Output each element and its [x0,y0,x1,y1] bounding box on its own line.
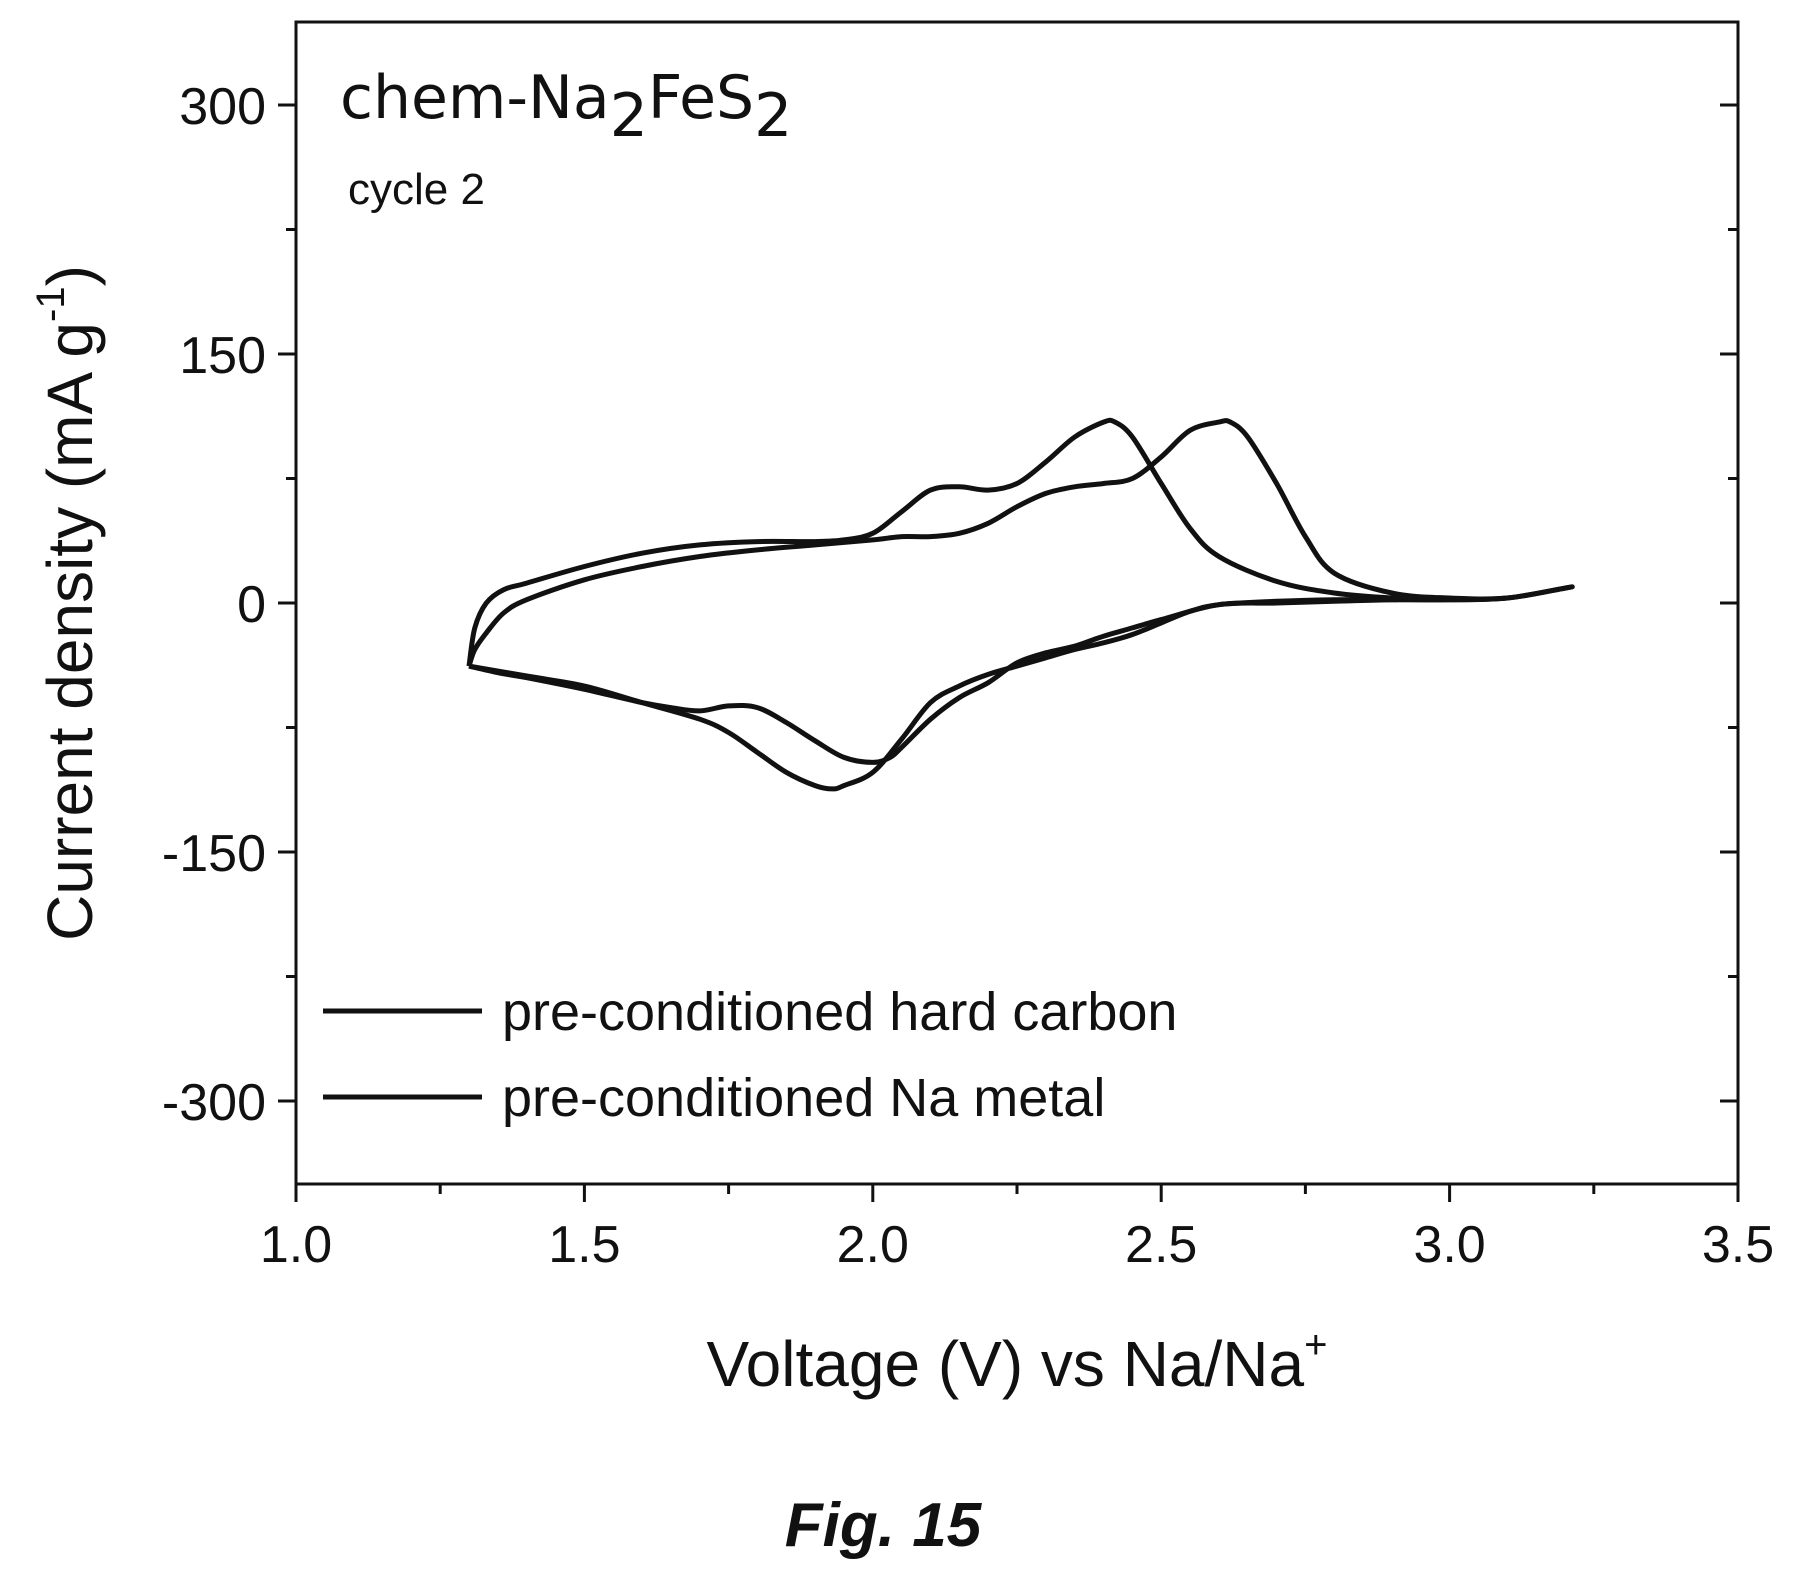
axis-tick-labels: 1.0 1.5 2.0 2.5 3.0 3.5 -300 -150 0 150 300 [162,78,1774,1274]
x-axis-title: Voltage (V) vs Na/Na+ [707,1323,1328,1400]
x-tick-label: 3.5 [1702,1216,1774,1274]
y-tick-label: 150 [179,327,266,385]
series-line-na-metal [466,418,1575,792]
legend: pre-conditioned hard carbon pre-conditio… [323,982,1177,1128]
legend-label-na-metal: pre-conditioned Na metal [502,1068,1105,1128]
x-tick-label: 1.0 [260,1216,332,1274]
cv-curves [466,417,1575,792]
y-tick-label: 0 [237,576,266,634]
series-line-hard-carbon [466,417,1575,765]
y-tick-label: 300 [179,78,266,136]
legend-label-hard-carbon: pre-conditioned hard carbon [502,982,1177,1042]
axis-ticks [278,103,1740,1202]
chart-subtitle: cycle 2 [348,165,485,214]
x-tick-label: 1.5 [548,1216,620,1274]
figure-caption: Fig. 15 [785,1491,983,1560]
y-axis-title: Current density (mA g-1) [29,265,106,941]
x-tick-label: 3.0 [1413,1216,1485,1274]
y-tick-label: -300 [162,1074,266,1132]
x-tick-label: 2.0 [837,1216,909,1274]
y-tick-label: -150 [162,825,266,883]
chart-title: chem-Na2FeS2 [340,63,792,151]
x-tick-label: 2.5 [1125,1216,1197,1274]
